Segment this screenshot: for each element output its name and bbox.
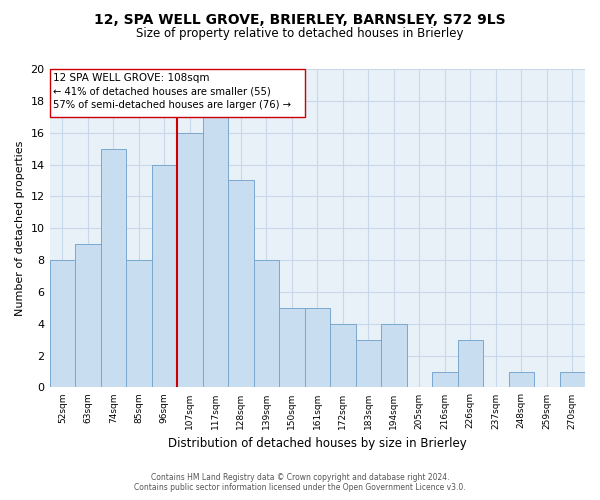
Bar bbox=[560, 372, 585, 388]
Text: Size of property relative to detached houses in Brierley: Size of property relative to detached ho… bbox=[136, 28, 464, 40]
Text: ← 41% of detached houses are smaller (55): ← 41% of detached houses are smaller (55… bbox=[53, 86, 271, 97]
Text: 12, SPA WELL GROVE, BRIERLEY, BARNSLEY, S72 9LS: 12, SPA WELL GROVE, BRIERLEY, BARNSLEY, … bbox=[94, 12, 506, 26]
Text: Contains HM Land Registry data © Crown copyright and database right 2024.
Contai: Contains HM Land Registry data © Crown c… bbox=[134, 473, 466, 492]
Text: 57% of semi-detached houses are larger (76) →: 57% of semi-detached houses are larger (… bbox=[53, 100, 292, 110]
Bar bbox=[177, 132, 203, 388]
Bar bbox=[305, 308, 330, 388]
Bar bbox=[50, 260, 75, 388]
Text: 12 SPA WELL GROVE: 108sqm: 12 SPA WELL GROVE: 108sqm bbox=[53, 73, 210, 83]
Bar bbox=[356, 340, 381, 388]
Bar bbox=[228, 180, 254, 388]
Bar bbox=[203, 117, 228, 388]
FancyBboxPatch shape bbox=[50, 69, 305, 117]
Bar bbox=[126, 260, 152, 388]
Bar bbox=[254, 260, 279, 388]
Bar bbox=[152, 164, 177, 388]
Y-axis label: Number of detached properties: Number of detached properties bbox=[15, 140, 25, 316]
Bar bbox=[279, 308, 305, 388]
Bar bbox=[381, 324, 407, 388]
Bar bbox=[509, 372, 534, 388]
Bar bbox=[75, 244, 101, 388]
Bar bbox=[432, 372, 458, 388]
Bar bbox=[101, 148, 126, 388]
Bar bbox=[330, 324, 356, 388]
X-axis label: Distribution of detached houses by size in Brierley: Distribution of detached houses by size … bbox=[168, 437, 467, 450]
Bar bbox=[458, 340, 483, 388]
